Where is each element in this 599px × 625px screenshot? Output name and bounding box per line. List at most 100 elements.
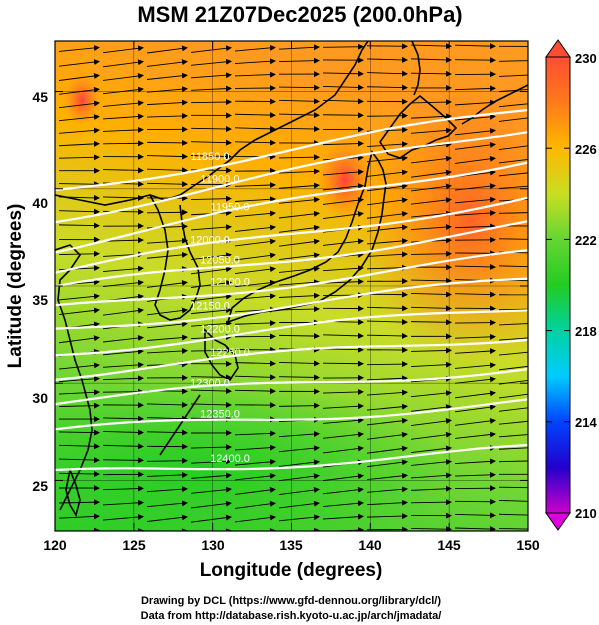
wind-vector: [410, 526, 452, 531]
wind-vector: [322, 70, 364, 77]
wind-vector: [190, 374, 232, 381]
wind-vector: [322, 278, 364, 285]
wind-vector: [322, 140, 364, 147]
height-contour: [55, 161, 528, 254]
wind-vector: [190, 347, 232, 354]
wind-vector: [454, 404, 496, 413]
wind-vector: [58, 208, 100, 215]
wind-vector: [454, 498, 496, 505]
colorbar-scale: [545, 56, 571, 514]
wind-vector: [498, 60, 528, 62]
wind-vector: [278, 514, 320, 522]
wind-vector: [190, 500, 232, 509]
x-tick-label: 140: [358, 537, 382, 553]
wind-vector: [278, 292, 320, 299]
wind-vector: [278, 168, 320, 175]
wind-vector: [190, 458, 232, 465]
wind-vector: [190, 444, 232, 451]
wind-vector: [102, 279, 144, 287]
wind-vector: [454, 417, 496, 426]
wind-vector: [234, 58, 276, 65]
wind-vector: [410, 499, 452, 506]
height-contour: [55, 443, 528, 472]
wind-vector: [454, 458, 496, 465]
wind-vector: [190, 195, 232, 202]
wind-vector: [278, 265, 320, 273]
wind-vector: [234, 44, 276, 52]
wind-vector: [498, 528, 528, 530]
wind-vector: [366, 197, 408, 206]
wind-vector: [190, 153, 232, 160]
warm-core-northwest: [64, 75, 100, 125]
wind-vector: [410, 390, 452, 398]
wind-vector: [366, 375, 408, 382]
contour-label: 11900.0: [201, 174, 240, 186]
wind-vector: [322, 84, 364, 91]
wind-vector: [58, 181, 100, 188]
wind-vector: [190, 401, 232, 408]
wind-vector: [454, 210, 496, 217]
footer-credit-drawing: Drawing by DCL (https://www.gfd-dennou.o…: [141, 595, 441, 607]
wind-vector: [102, 307, 144, 316]
wind-vector: [190, 514, 232, 523]
wind-vector: [278, 459, 320, 467]
wind-vector: [146, 59, 188, 67]
wind-vector: [190, 486, 232, 494]
wind-vector: [234, 279, 276, 288]
wind-vector: [234, 293, 276, 300]
wind-vector: [322, 265, 364, 272]
colorbar-label: 222: [575, 233, 597, 248]
wind-vector: [102, 348, 144, 356]
wind-vector: [102, 45, 144, 54]
wind-vector: [146, 251, 188, 259]
wind-vector: [498, 185, 528, 189]
wind-vector: [102, 86, 144, 95]
wind-vector: [58, 114, 100, 122]
wind-vector: [278, 360, 320, 367]
wind-vector: [190, 224, 232, 231]
wind-vector: [322, 445, 364, 454]
wind-vector: [278, 306, 320, 313]
wind-vector: [190, 293, 232, 302]
wind-vector: [454, 155, 496, 164]
wind-vector: [102, 237, 144, 244]
wind-vector: [58, 402, 100, 409]
wind-vector: [366, 417, 408, 426]
wind-vector: [58, 335, 100, 344]
wind-vector: [410, 56, 452, 63]
wind-vector: [234, 444, 276, 451]
wind-vector: [410, 277, 452, 284]
coastline-china-east: [55, 244, 93, 511]
wind-vector: [498, 365, 528, 371]
wind-vector: [410, 458, 452, 466]
wind-vector: [146, 334, 188, 341]
y-axis-label: Latitude (degrees): [5, 204, 26, 369]
contour-label: 11950.0: [211, 202, 250, 214]
wind-vector: [278, 238, 320, 247]
wind-vector: [278, 402, 320, 409]
wind-vector: [58, 389, 100, 396]
wind-vector: [366, 224, 408, 232]
wind-vector: [366, 169, 408, 177]
wind-vector: [146, 86, 188, 93]
wind-vector: [58, 86, 100, 95]
wind-vector: [498, 379, 528, 385]
wind-vector: [234, 473, 276, 481]
wind-vector: [366, 155, 408, 163]
wind-vector: [146, 45, 188, 54]
wind-vector: [102, 415, 144, 422]
wind-vector: [410, 43, 452, 50]
wind-vector: [234, 320, 276, 327]
wind-vector: [234, 71, 276, 78]
wind-vector: [410, 445, 452, 453]
wind-vector: [322, 486, 364, 495]
wind-vector: [410, 127, 452, 134]
height-contour: [55, 108, 528, 192]
wind-vector: [366, 472, 408, 481]
wind-vector: [190, 320, 232, 327]
wind-vector: [58, 44, 100, 52]
wind-vector: [234, 224, 276, 232]
chart-title: MSM 21Z07Dec2025 (200.0hPa): [137, 2, 462, 27]
wind-vector: [58, 59, 100, 67]
